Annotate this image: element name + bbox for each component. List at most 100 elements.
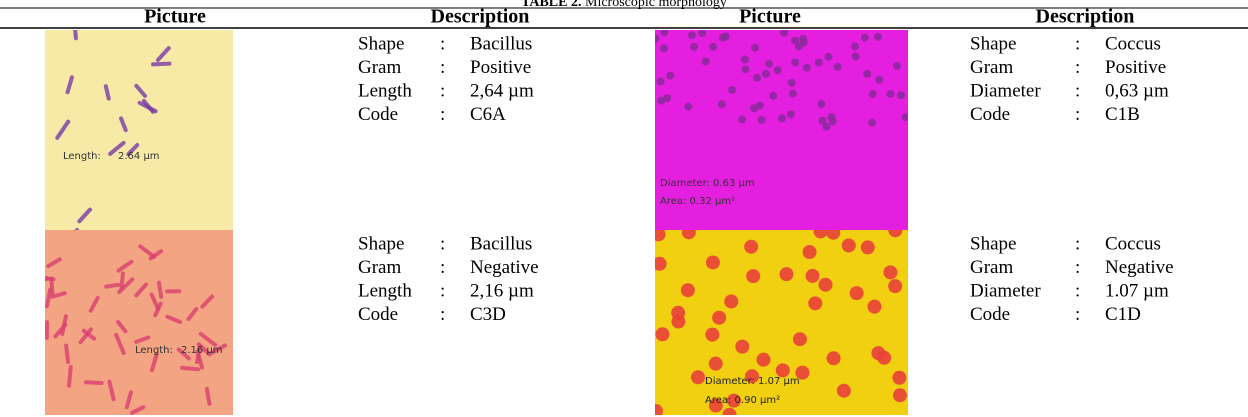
field-value: 0,63 µm	[1105, 80, 1169, 101]
field-label: Code	[358, 304, 398, 325]
table-label: TABLE 2.	[521, 0, 581, 10]
cell-coccus	[787, 110, 795, 118]
field-label: Code	[358, 104, 398, 125]
field-value: C1B	[1105, 104, 1140, 125]
cell-coccus	[660, 28, 668, 36]
cell-coccus	[902, 113, 910, 121]
field-separator: :	[440, 33, 445, 54]
cell-coccus	[861, 240, 875, 254]
field-separator: :	[1075, 57, 1080, 78]
table-title: TABLE 2. Microscopic morphology	[521, 0, 727, 10]
cell-rod	[165, 289, 181, 293]
cell-coccus	[850, 286, 864, 300]
field-value: Negative	[470, 257, 539, 278]
cell-coccus	[869, 90, 877, 98]
field-separator: :	[440, 304, 445, 325]
cell-coccus	[793, 332, 807, 346]
cell-coccus	[788, 79, 796, 87]
cell-coccus	[883, 265, 897, 279]
cell-coccus	[705, 328, 719, 342]
field-label: Length	[358, 80, 412, 101]
field-separator: :	[440, 257, 445, 278]
cell-coccus	[765, 60, 773, 68]
field-separator: :	[440, 104, 445, 125]
cell-coccus	[741, 65, 749, 73]
field-label: Gram	[970, 57, 1013, 78]
cell-coccus	[779, 267, 793, 281]
cell-coccus	[834, 63, 842, 71]
field-value: C1D	[1105, 304, 1141, 325]
cell-coccus	[746, 269, 760, 283]
micrograph-annotation: Diameter: 0.63 µm	[660, 178, 755, 189]
field-separator: :	[1075, 257, 1080, 278]
field-label: Gram	[970, 257, 1013, 278]
field-value: 2,16 µm	[470, 280, 534, 301]
micrograph-annotation: Diameter: 1.07 µm	[705, 376, 800, 387]
column-header: Picture	[739, 6, 801, 28]
field-value: Bacillus	[470, 33, 532, 54]
cell-coccus	[852, 52, 860, 60]
cell-coccus	[893, 388, 907, 402]
micrograph-background	[45, 30, 233, 230]
field-separator: :	[440, 57, 445, 78]
cell-coccus	[728, 86, 736, 94]
micrograph-annotation: Area: 0.90 µm²	[705, 395, 780, 406]
field-value: 2,64 µm	[470, 80, 534, 101]
cell-coccus	[817, 100, 825, 108]
field-value: 1.07 µm	[1105, 280, 1169, 301]
table-page: TABLE 2. Microscopic morphology Picture …	[0, 0, 1248, 417]
cell-coccus	[868, 119, 876, 127]
cell-coccus	[657, 97, 665, 105]
cell-coccus	[825, 53, 833, 61]
cell-coccus	[706, 255, 720, 269]
field-label: Code	[970, 104, 1010, 125]
micrograph-content: Length:2.16 µm	[33, 208, 233, 416]
field-separator: :	[1075, 80, 1080, 101]
cell-coccus	[806, 269, 820, 283]
micrograph-content: Length:2.64 µm	[45, 17, 233, 245]
cell-coccus	[758, 116, 766, 124]
cell-coccus	[651, 35, 659, 43]
cell-coccus	[780, 29, 788, 37]
field-value: Coccus	[1105, 233, 1161, 254]
cell-coccus	[744, 240, 758, 254]
cell-coccus	[718, 100, 726, 108]
cell-coccus	[863, 70, 871, 78]
cell-rod	[45, 320, 49, 340]
cell-coccus	[888, 279, 902, 293]
cell-coccus	[702, 57, 710, 65]
cell-coccus	[655, 327, 669, 341]
cell-coccus	[819, 278, 833, 292]
cell-coccus	[842, 238, 856, 252]
micrograph-background	[655, 230, 908, 415]
cell-coccus	[886, 90, 894, 98]
cell-coccus	[690, 43, 698, 51]
cell-coccus	[823, 123, 831, 131]
cell-coccus	[892, 371, 906, 385]
cell-coccus	[741, 56, 749, 64]
cell-coccus	[861, 34, 869, 42]
cell-coccus	[893, 62, 901, 70]
cell-coccus	[656, 77, 664, 85]
field-separator: :	[1075, 233, 1080, 254]
micrograph-annotation: 2.16 µm	[181, 345, 223, 356]
cell-coccus	[738, 115, 746, 123]
cell-coccus	[803, 245, 817, 259]
column-header: Description	[431, 6, 530, 28]
cell-coccus	[712, 311, 726, 325]
cell-coccus	[684, 103, 692, 111]
cell-coccus	[666, 72, 674, 80]
cell-coccus	[774, 66, 782, 74]
cell-coccus	[660, 44, 668, 52]
field-label: Diameter	[970, 80, 1041, 101]
cell-coccus	[791, 58, 799, 66]
cell-coccus	[789, 90, 797, 98]
field-label: Shape	[358, 233, 404, 254]
micrograph: Length:2.64 µm	[45, 17, 233, 245]
cell-coccus	[750, 104, 758, 112]
cell-coccus	[719, 34, 727, 42]
micrograph-annotation: Length:	[63, 151, 101, 162]
cell-coccus	[724, 294, 738, 308]
field-value: Bacillus	[470, 233, 532, 254]
